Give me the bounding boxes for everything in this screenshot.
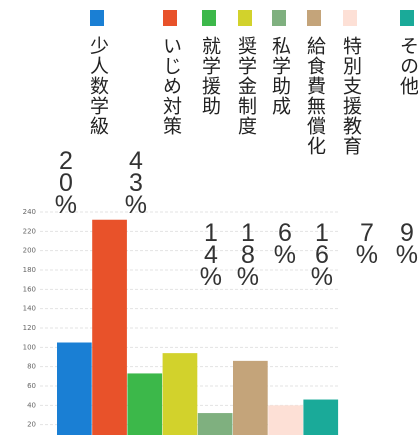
legend-swatch [307, 10, 321, 26]
y-tick-label: 200 [23, 247, 36, 255]
legend-label: 少人数学級 [87, 36, 109, 136]
value-label: 18% [236, 219, 260, 291]
y-tick-label: 180 [23, 266, 36, 274]
value-label: 20% [54, 147, 78, 219]
y-tick-label: 240 [23, 208, 36, 216]
legend-label: 私学助成 [269, 36, 291, 116]
bar [303, 399, 339, 435]
legend-label: 奨学金制度 [235, 36, 257, 136]
legend-label: 就学援助 [199, 36, 221, 116]
y-tick-label: 100 [23, 343, 36, 351]
y-tick-label: 120 [23, 324, 36, 332]
legend-swatch [238, 10, 252, 26]
y-tick-label: 220 [23, 227, 36, 235]
legend-swatch [272, 10, 286, 26]
legend-swatch [90, 10, 104, 26]
legend-label: いじめ対策 [160, 36, 182, 136]
y-tick-label: 140 [23, 305, 36, 313]
legend-swatch [163, 10, 177, 26]
legend-swatch [202, 10, 216, 26]
legend-swatch [400, 10, 414, 26]
bar [127, 373, 163, 435]
y-tick-label: 80 [27, 363, 36, 371]
value-label: 14% [199, 219, 223, 291]
value-label: 9% [395, 219, 418, 269]
bar [233, 360, 268, 435]
legend-label: 給食費無償化 [304, 36, 326, 156]
y-tick-label: 60 [27, 382, 36, 390]
bar [268, 405, 303, 435]
bar [162, 353, 198, 435]
value-label: 7% [355, 219, 379, 269]
legend-swatch [343, 10, 357, 26]
legend-label: 特別支援教育 [340, 36, 362, 156]
legend-label: その他 [397, 36, 418, 96]
y-tick-label: 40 [27, 401, 36, 409]
value-label: 16% [310, 219, 334, 291]
value-label: 6% [273, 219, 297, 269]
bar [92, 219, 127, 435]
y-tick-label: 20 [27, 421, 36, 429]
value-label: 43% [124, 147, 148, 219]
bar [57, 342, 92, 435]
y-tick-label: 160 [23, 285, 36, 293]
bar [197, 413, 233, 435]
